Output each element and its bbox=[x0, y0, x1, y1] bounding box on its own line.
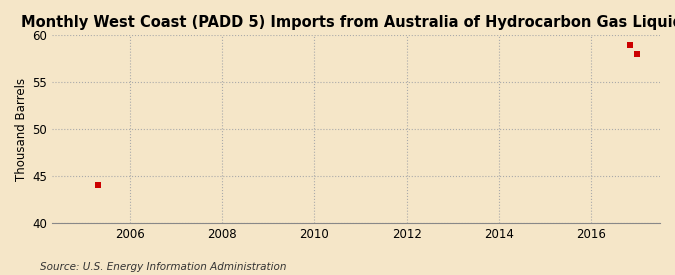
Text: Source: U.S. Energy Information Administration: Source: U.S. Energy Information Administ… bbox=[40, 262, 287, 272]
Y-axis label: Thousand Barrels: Thousand Barrels bbox=[15, 78, 28, 181]
Title: Monthly West Coast (PADD 5) Imports from Australia of Hydrocarbon Gas Liquids: Monthly West Coast (PADD 5) Imports from… bbox=[20, 15, 675, 30]
